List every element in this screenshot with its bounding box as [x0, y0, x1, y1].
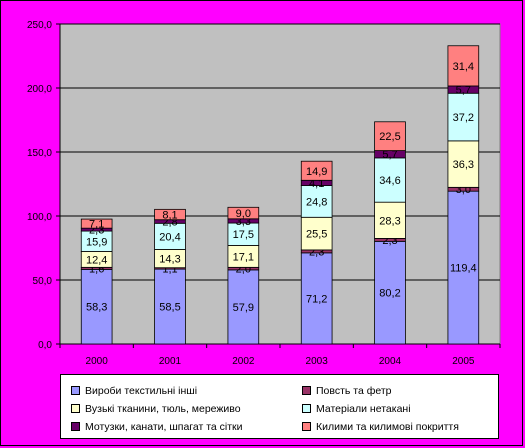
legend-swatch-series-2: [302, 386, 311, 395]
legend-label-series-2: Повсть та фетр: [316, 384, 392, 397]
data-label: 119,4: [450, 263, 477, 275]
data-label: 28,3: [379, 215, 400, 227]
y-tick-label: 150,0: [27, 148, 52, 159]
y-tick-label: 100,0: [27, 212, 52, 223]
bar-segment: [447, 45, 480, 87]
data-label: 4,1: [309, 178, 324, 190]
legend-item-series-6: Килими та килимові покриття: [302, 420, 459, 433]
bar-segment: [300, 160, 333, 181]
legend-label-series-4: Матеріали нетакані: [316, 402, 411, 415]
bar-segment: [227, 206, 260, 220]
data-label: 36,3: [453, 159, 474, 171]
bar-segment: [80, 218, 113, 229]
bar-segment: [300, 216, 333, 251]
data-label: 58,3: [86, 302, 107, 314]
bar-segment: [374, 157, 406, 203]
x-tick-label: 2003: [306, 356, 329, 367]
legend-label-series-1: Вироби текстильні інші: [85, 384, 198, 397]
bar-segment: [374, 201, 406, 239]
legend-item-series-4: Матеріали нетакані: [302, 402, 411, 415]
bar-segment: [300, 252, 333, 345]
data-label: 14,9: [306, 166, 327, 178]
data-label: 34,6: [379, 175, 400, 187]
data-label: 25,5: [306, 229, 327, 241]
legend-swatch-series-3: [71, 404, 80, 413]
data-label: 71,2: [306, 293, 327, 305]
bar-segment: [374, 121, 406, 151]
data-label: 31,4: [453, 61, 474, 73]
bar-segment: [447, 92, 480, 142]
legend-item-series-5: Мотузки, канати, шпагат та сітки: [71, 420, 243, 433]
data-label: 37,2: [453, 112, 474, 124]
legend-label-series-3: Вузькі тканини, тюль, мереживо: [85, 402, 241, 415]
x-tick-label: 2005: [452, 356, 475, 367]
data-label: 80,2: [379, 288, 400, 300]
y-tick-label: 250,0: [27, 20, 52, 31]
bar-segment: [154, 268, 186, 345]
legend-label-series-5: Мотузки, канати, шпагат та сітки: [85, 420, 243, 433]
data-label: 5,7: [456, 85, 471, 97]
y-tick-label: 0,0: [38, 340, 52, 351]
data-label: 17,5: [233, 229, 254, 241]
data-label: 58,5: [159, 302, 180, 314]
bar-segment: [154, 222, 186, 250]
data-label: 15,9: [86, 236, 107, 248]
data-label: 8,1: [162, 210, 177, 222]
data-label: 20,4: [159, 231, 180, 243]
plot-area: [59, 23, 501, 345]
data-label: 22,5: [379, 131, 400, 143]
legend-item-series-3: Вузькі тканини, тюль, мереживо: [71, 402, 241, 415]
legend-item-series-1: Вироби текстильні інші: [71, 384, 197, 397]
legend-label-series-6: Килими та килимові покриття: [316, 420, 459, 433]
x-tick-label: 2004: [379, 356, 402, 367]
y-tick-label: 200,0: [27, 84, 52, 95]
bar-segment: [227, 269, 260, 345]
data-label: 17,1: [233, 251, 254, 263]
x-tick-label: 2002: [232, 356, 255, 367]
legend-swatch-series-6: [302, 422, 311, 431]
y-tick-label: 50,0: [33, 276, 53, 287]
x-tick-label: 2000: [86, 356, 109, 367]
legend-swatch-series-1: [71, 386, 80, 395]
legend-swatch-series-4: [302, 404, 311, 413]
x-tick-label: 2001: [159, 356, 182, 367]
data-label: 5,7: [382, 149, 397, 161]
data-label: 14,3: [159, 254, 180, 266]
data-label: 57,9: [233, 302, 254, 314]
data-label: 9,0: [236, 208, 251, 220]
bar-segment: [300, 185, 333, 218]
data-label: 12,4: [86, 254, 107, 266]
bar-segment: [374, 240, 406, 345]
legend-swatch-series-5: [71, 422, 80, 431]
bar-segment: [154, 208, 186, 221]
legend-item-series-2: Повсть та фетр: [302, 384, 392, 397]
legend: Вироби текстильні інші Повсть та фетр Ву…: [60, 374, 499, 439]
data-label: 7,1: [89, 219, 104, 231]
data-label: 24,8: [306, 196, 327, 208]
